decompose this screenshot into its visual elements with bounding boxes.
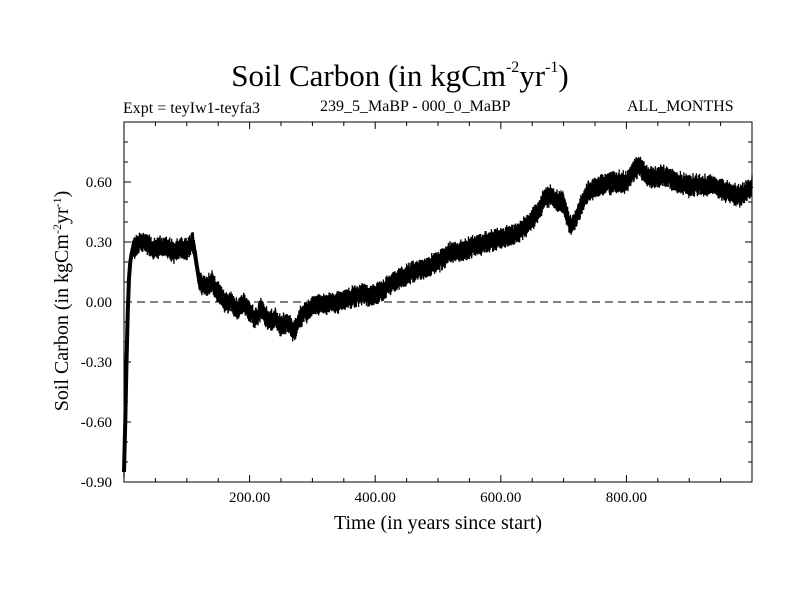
series-line [122,164,754,473]
y-tick-label: -0.30 [81,355,112,371]
x-tick-label: 600.00 [480,490,521,506]
y-tick-label: -0.60 [81,415,112,431]
y-tick-label: 0.00 [86,295,112,311]
x-tick-label: 400.00 [355,490,396,506]
y-tick-label: 0.60 [86,175,112,191]
period-label: 239_5_MaBP - 000_0_MaBP [320,98,511,115]
x-axis-label: Time (in years since start) [333,512,543,534]
y-tick-label: 0.30 [86,235,112,251]
plot-frame [123,121,753,483]
y-tick-label: -0.90 [81,475,112,491]
series-band [123,156,753,478]
axis-ticks: 200.00 400.00 600.00 800.00 -0.90 -0.60 -0.30 0… [81,121,752,506]
plot-area [122,156,754,478]
months-label: ALL_MONTHS [627,98,734,115]
chart-title: Soil Carbon (in kgCm-2yr-1) [231,58,569,93]
x-tick-label: 200.00 [229,490,270,506]
experiment-label: Expt = teyIw1-teyfa3 [123,100,260,117]
x-tick-label: 800.00 [606,490,647,506]
